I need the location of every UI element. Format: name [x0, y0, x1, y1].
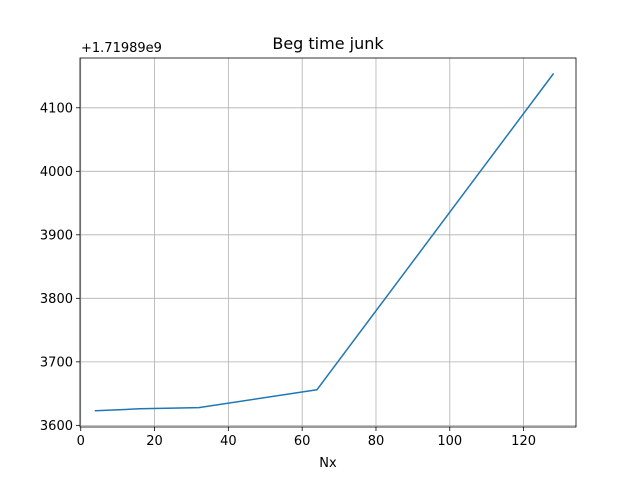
x-tick-label: 80: [368, 434, 385, 449]
x-tick-label: 0: [77, 434, 85, 449]
x-axis-label: Nx: [319, 456, 337, 471]
x-tick-label: 40: [220, 434, 237, 449]
x-tick-label: 60: [294, 434, 311, 449]
grid-lines: [80, 58, 576, 427]
y-tick-label: 3700: [40, 355, 73, 370]
series-layer: [94, 73, 555, 412]
series-line: [94, 73, 555, 412]
x-tick-label: 100: [437, 434, 462, 449]
y-tick-label: 3800: [40, 292, 73, 307]
y-tick-label: 4000: [40, 165, 73, 180]
x-tick-label: 120: [511, 434, 536, 449]
y-tick-label: 3600: [40, 419, 73, 434]
y-tick-label: 4100: [40, 101, 73, 116]
axes-border: [79, 57, 577, 428]
x-tick-label: 20: [146, 434, 163, 449]
chart-title: Beg time junk: [272, 34, 384, 53]
y-offset-label: +1.71989e9: [81, 41, 162, 56]
y-tick-label: 3900: [40, 228, 73, 243]
axes-frame: [79, 57, 577, 428]
tick-layer: 0 20 40 60 80 100 120 3600 3700 3800 3900 4000 4100: [40, 101, 536, 449]
